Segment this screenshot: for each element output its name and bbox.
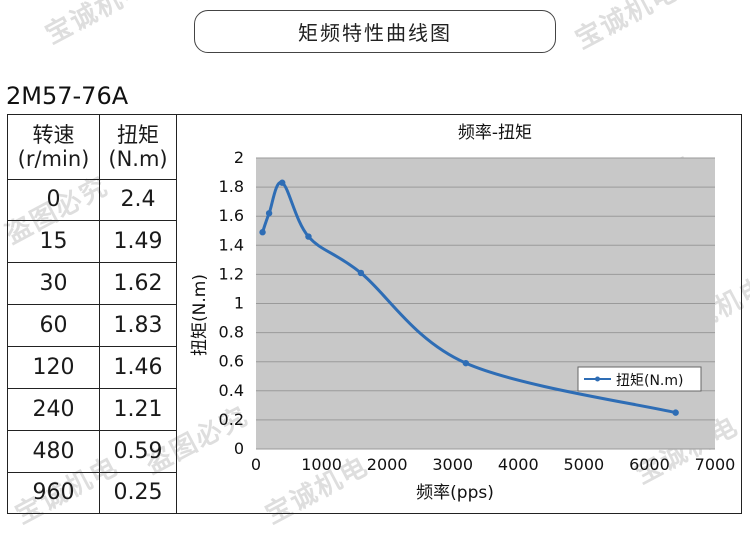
y-tick-label: 1 [234, 294, 244, 313]
y-tick-label: 0.8 [219, 323, 244, 342]
y-tick-label: 2 [234, 148, 244, 167]
watermark-text: 宝诚机电 [570, 0, 684, 56]
grid-lines [256, 157, 715, 450]
x-tick-label: 6000 [629, 455, 670, 474]
y-axis-label: 扭矩(N.m) [190, 274, 210, 356]
torque-cell: 0.25 [113, 480, 163, 506]
data-point [265, 210, 273, 217]
y-tick-label: 1.4 [219, 235, 244, 254]
legend: 扭矩(N.m) [577, 366, 702, 392]
header-speed: 转速 (r/min) [8, 115, 99, 179]
table-divider [8, 472, 176, 473]
data-point [259, 229, 266, 236]
model-number: 2M57-76A [6, 82, 129, 110]
speed-cell: 120 [32, 354, 75, 380]
x-tick-label: 1000 [301, 455, 342, 474]
table-divider [8, 179, 176, 180]
header-speed-label: 转速 [32, 122, 75, 147]
y-tick-label: 0.6 [219, 352, 244, 371]
data-point [357, 269, 365, 277]
table-divider [8, 262, 176, 263]
speed-cell: 15 [39, 228, 68, 254]
series-markers [259, 179, 679, 416]
watermark-text: 宝诚机电 [40, 0, 154, 51]
x-tick-label: 0 [251, 455, 261, 474]
data-point [672, 409, 679, 416]
header-torque-label: 扭矩 [117, 122, 159, 147]
table-divider [8, 304, 176, 305]
y-axis-ticks: 0 0.2 0.4 0.6 0.8 1 1.2 1.4 1.6 1.8 2 [219, 148, 244, 458]
data-point [462, 359, 470, 367]
torque-cell: 1.49 [113, 228, 163, 254]
torque-cell: 1.46 [113, 354, 163, 380]
data-point [305, 233, 312, 240]
torque-cell: 1.83 [113, 312, 163, 338]
x-axis-label: 频率(pps) [416, 483, 494, 503]
speed-cell: 0 [46, 187, 61, 213]
table-divider [8, 430, 176, 431]
header-torque: 扭矩 (N.m) [100, 115, 176, 179]
x-tick-label: 4000 [498, 455, 539, 474]
torque-cell: 0.59 [113, 438, 163, 464]
header-speed-unit: (r/min) [17, 147, 90, 171]
series-line [261, 181, 677, 415]
header-torque-unit: (N.m) [108, 147, 168, 171]
speed-cell: 480 [32, 438, 75, 464]
table-divider [8, 346, 176, 347]
legend-marker [595, 376, 600, 382]
y-tick-label: 1.2 [219, 264, 244, 283]
x-axis-ticks: 0 1000 2000 3000 4000 5000 6000 7000 [251, 455, 735, 474]
speed-cell: 240 [32, 396, 75, 422]
x-tick-label: 7000 [695, 455, 736, 474]
torque-cell: 1.21 [113, 396, 163, 422]
y-tick-label: 1.6 [219, 206, 244, 225]
y-tick-label: 0.2 [219, 410, 244, 429]
page-title: 矩频特性曲线图 [194, 10, 556, 53]
torque-cell: 2.4 [120, 187, 156, 213]
spec-table: 转速 (r/min) 扭矩 (N.m) 0 2.4 15 1.49 30 1.6… [7, 114, 742, 514]
torque-cell: 1.62 [113, 270, 163, 296]
speed-cell: 30 [39, 270, 68, 296]
y-tick-label: 0.4 [219, 381, 244, 400]
y-tick-label: 1.8 [219, 177, 244, 196]
speed-cell: 60 [39, 312, 68, 338]
table-divider [176, 115, 177, 513]
torque-frequency-chart: 频率-扭矩 0 0.2 0.4 0.6 0.8 1 1.2 1.4 1.6 1.8 2 0 1000 2… [190, 123, 735, 503]
x-tick-label: 3000 [432, 455, 473, 474]
x-tick-label: 5000 [563, 455, 604, 474]
table-divider [8, 388, 176, 389]
chart-title: 频率-扭矩 [458, 123, 532, 143]
x-tick-label: 2000 [367, 455, 408, 474]
table-divider [99, 115, 100, 513]
data-point [279, 179, 286, 186]
y-tick-label: 0 [234, 439, 244, 458]
table-divider [8, 220, 176, 221]
speed-cell: 960 [32, 480, 75, 506]
legend-label: 扭矩(N.m) [616, 373, 683, 389]
